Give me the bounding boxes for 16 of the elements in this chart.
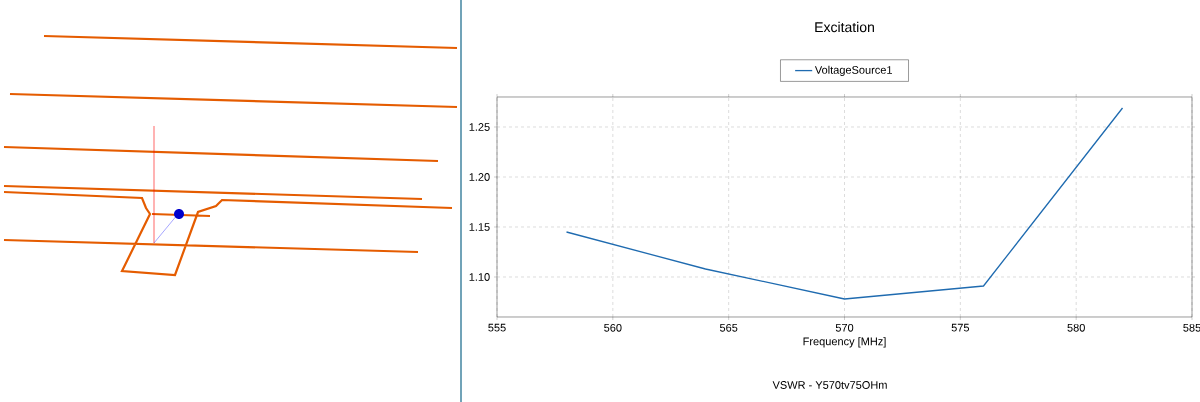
x-tick-label: 575	[951, 323, 970, 332]
x-tick-label: 555	[488, 323, 506, 332]
y-tick-label: 1.20	[469, 173, 490, 181]
text: VSWR - Y570tv75OHm	[772, 381, 887, 389]
x-tick-label: 560	[604, 323, 622, 332]
legend-label: VoltageSource1	[814, 65, 892, 77]
x-tick-label: 585	[1183, 323, 1200, 332]
line-series	[565, 107, 1124, 300]
x-tick-label: 570	[835, 323, 854, 332]
y-tick-label: 1.15	[469, 223, 490, 231]
x-axis-title: Frequency [MHz]	[803, 337, 886, 348]
x-tick-label: 565	[719, 323, 738, 332]
y-tick-label: 1.25	[469, 123, 490, 131]
x-tick-label: 580	[1067, 323, 1085, 332]
y-tick-label: 1.10	[469, 273, 490, 281]
chart-title: Excitation	[815, 21, 874, 33]
